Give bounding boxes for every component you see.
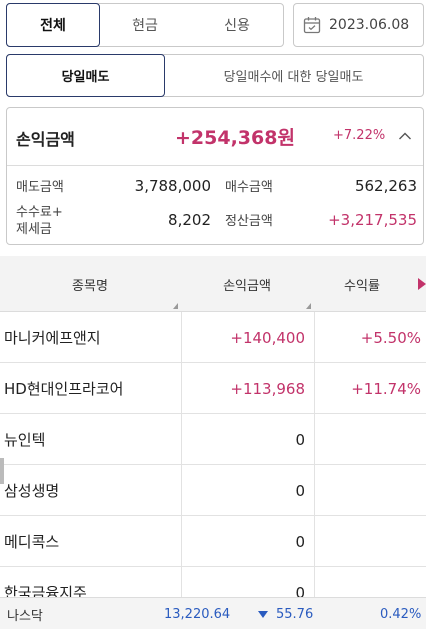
calendar-icon xyxy=(303,17,321,34)
summary-details: 매도금액 3,788,000 매수금액 562,263 수수료+ 제세금 8,2… xyxy=(7,166,423,244)
tab-credit[interactable]: 신용 xyxy=(224,18,250,34)
sell-amount-label: 매도금액 xyxy=(16,180,64,195)
profit-amount-cell: +113,968 xyxy=(181,363,313,414)
return-rate-cell xyxy=(314,414,426,465)
table-row[interactable]: 뉴인텍 0 xyxy=(0,414,426,465)
table-row[interactable]: 삼성생명 0 xyxy=(0,465,426,516)
profit-amount-cell: 0 xyxy=(181,516,313,567)
account-type-tabs: 전체 현금 신용 xyxy=(6,3,284,47)
stock-name: 삼성생명 xyxy=(4,482,60,500)
settle-amount-label: 정산금액 xyxy=(225,214,273,229)
col-stock-name[interactable]: 종목명 xyxy=(72,278,108,294)
tab-cash[interactable]: 현금 xyxy=(132,18,158,34)
table-row[interactable]: 마니커에프앤지 +140,400 +5.50% xyxy=(0,312,426,363)
table-row[interactable]: HD현대인프라코어 +113,968 +11.74% xyxy=(0,363,426,414)
down-triangle-icon xyxy=(258,610,268,618)
profit-amount-cell: 0 xyxy=(181,567,313,618)
tab-same-day-buy-sell[interactable]: 당일매수에 대한 당일매도 xyxy=(223,70,364,85)
col-return-rate[interactable]: 수익률 xyxy=(344,278,380,294)
scroll-right-icon[interactable] xyxy=(418,278,426,290)
index-price: 13,220.64 xyxy=(164,606,231,622)
profit-amount-cell: +140,400 xyxy=(181,312,313,363)
column-resize-icon xyxy=(173,303,178,309)
col-profit-amount[interactable]: 손익금액 xyxy=(223,278,271,294)
return-rate-cell xyxy=(314,465,426,516)
table-header: 종목명 손익금액 수익률 xyxy=(0,256,426,312)
index-name: 나스닥 xyxy=(7,608,43,624)
vertical-scrollbar[interactable] xyxy=(0,458,4,484)
buy-amount-value: 562,263 xyxy=(354,177,417,195)
index-change-value: 55.76 xyxy=(276,606,314,622)
table-row[interactable]: 메디콕스 0 xyxy=(0,516,426,567)
return-rate-cell xyxy=(314,567,426,618)
return-rate-cell: +5.50% xyxy=(314,312,426,363)
buy-amount-label: 매수금액 xyxy=(225,180,273,195)
return-rate-cell: +11.74% xyxy=(314,363,426,414)
stock-name: HD현대인프라코어 xyxy=(4,380,124,398)
profit-amount-cell: 0 xyxy=(181,465,313,516)
stock-name: 메디콕스 xyxy=(4,533,60,551)
summary-header: 손익금액 +254,368원 +7.22% xyxy=(7,108,423,166)
trade-type-tabs: 당일매도 당일매수에 대한 당일매도 xyxy=(6,54,424,97)
profit-amount-cell: 0 xyxy=(181,414,313,465)
index-rate: 0.42% xyxy=(380,606,422,622)
column-resize-icon xyxy=(306,303,311,309)
return-rate-cell xyxy=(314,516,426,567)
profit-label: 손익금액 xyxy=(16,130,75,149)
stock-table: 종목명 손익금액 수익률 마니커에프앤지 +140,400 +5.50% HD현… xyxy=(0,256,426,618)
date-value: 2023.06.08 xyxy=(329,17,410,33)
index-change: 55.76 xyxy=(258,598,313,629)
settle-amount-value: +3,217,535 xyxy=(328,211,417,229)
fee-tax-label-line1: 수수료+ xyxy=(16,205,63,220)
stock-name: 마니커에프앤지 xyxy=(4,329,101,347)
tab-all[interactable]: 전체 xyxy=(6,3,100,47)
date-picker[interactable]: 2023.06.08 xyxy=(293,3,424,47)
index-ticker[interactable]: 나스닥 13,220.64 55.76 0.42% xyxy=(0,597,426,629)
profit-rate: +7.22% xyxy=(333,128,386,143)
chevron-up-icon[interactable] xyxy=(398,130,412,142)
fee-tax-value: 8,202 xyxy=(168,211,211,229)
profit-amount: +254,368원 xyxy=(175,127,295,149)
fee-tax-label-line2: 제세금 xyxy=(16,222,52,237)
stock-name: 뉴인텍 xyxy=(4,431,46,449)
profit-summary-card: 손익금액 +254,368원 +7.22% 매도금액 3,788,000 매수금… xyxy=(6,107,424,245)
sell-amount-value: 3,788,000 xyxy=(134,177,211,195)
tab-same-day-sell[interactable]: 당일매도 xyxy=(6,54,165,97)
